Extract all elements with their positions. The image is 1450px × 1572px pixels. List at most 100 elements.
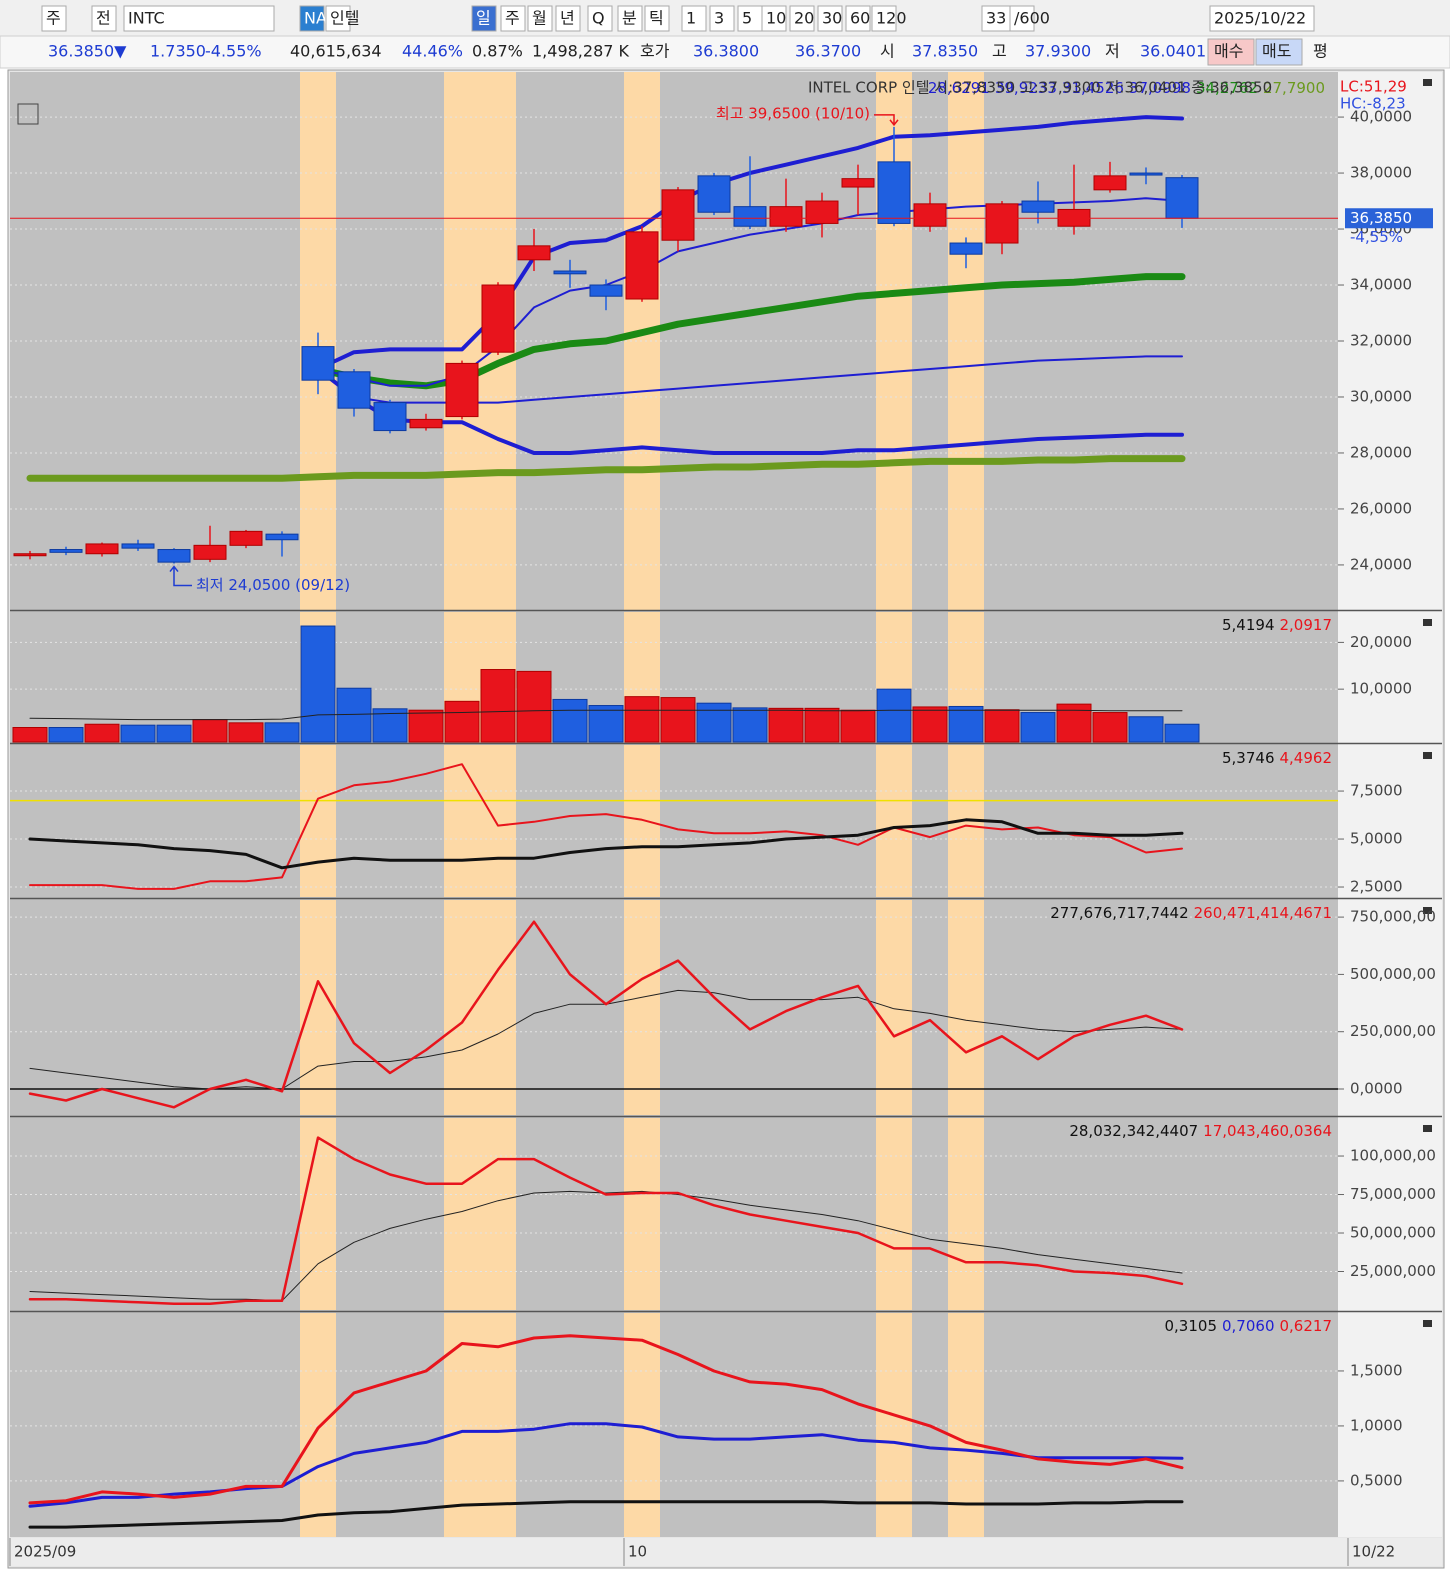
- x-tick-label: 10/22: [1352, 1543, 1395, 1561]
- toolbar-button[interactable]: [555, 5, 581, 32]
- header-value: 5,3746: [1222, 749, 1275, 767]
- toolbar-label[interactable]: 틱: [649, 9, 664, 28]
- highlight-column: [480, 900, 516, 1115]
- toolbar-button[interactable]: [587, 5, 613, 32]
- toolbar-label[interactable]: 2025/10/22: [1214, 9, 1306, 28]
- plot-bg: [10, 72, 1338, 1537]
- toolbar-button[interactable]: [709, 5, 735, 32]
- toolbar-button[interactable]: [617, 5, 643, 32]
- toolbar-label[interactable]: 20: [794, 9, 814, 28]
- header-value: 260,471,414,4671: [1194, 904, 1332, 922]
- volume-bar: [1128, 716, 1164, 743]
- highlight-column: [300, 1313, 336, 1537]
- menu-icon[interactable]: [17, 103, 39, 125]
- highlight-column: [480, 1118, 516, 1310]
- candle-body: [913, 203, 947, 227]
- toolbar-button[interactable]: [644, 5, 670, 32]
- toolbar-button[interactable]: [41, 5, 67, 32]
- highlight-column: [624, 1118, 660, 1310]
- toolbar-label[interactable]: 5: [742, 9, 752, 28]
- panel-close[interactable]: [1423, 79, 1432, 86]
- candle-body: [769, 206, 803, 227]
- info-value: 37.8350: [912, 42, 978, 61]
- toolbar-label[interactable]: 주: [505, 9, 520, 28]
- toolbar-label[interactable]: NA: [304, 9, 327, 28]
- toolbar-label[interactable]: INTC: [128, 9, 165, 28]
- toolbar-button[interactable]: [123, 5, 275, 32]
- toolbar-button[interactable]: [871, 5, 897, 32]
- low-arrow: [169, 565, 192, 587]
- toolbar-label[interactable]: 년: [560, 9, 575, 28]
- info-value[interactable]: 평: [1313, 42, 1328, 61]
- y-tick-label: 50,000,000: [1350, 1224, 1436, 1242]
- toolbar-label[interactable]: 60: [850, 9, 870, 28]
- toolbar-label[interactable]: 분: [622, 9, 637, 28]
- toolbar-label[interactable]: 3: [714, 9, 724, 28]
- toolbar-button[interactable]: [325, 5, 351, 32]
- candle-body: [1021, 200, 1055, 213]
- toolbar-label[interactable]: 일: [476, 9, 491, 28]
- toolbar-button[interactable]: [761, 5, 787, 32]
- toolbar-button[interactable]: [1209, 5, 1315, 32]
- x-tick-label: 10: [628, 1543, 647, 1561]
- y-tick-label: 7,5000: [1350, 782, 1403, 800]
- header-value: 28,032,342,4407: [1069, 1122, 1198, 1140]
- volume-bar: [408, 709, 444, 743]
- toolbar-button[interactable]: [527, 5, 553, 32]
- y-tick-label: 1,5000: [1350, 1361, 1403, 1379]
- panel-close[interactable]: [1423, 1320, 1432, 1327]
- info-value: 40,615,634: [290, 42, 382, 61]
- toolbar-label[interactable]: 주: [46, 9, 61, 28]
- y-tick-label: 10,0000: [1350, 680, 1412, 698]
- axis-bg: [1338, 72, 1442, 1537]
- candle-body: [697, 175, 731, 213]
- toolbar-label[interactable]: 전: [96, 9, 111, 28]
- candle-body: [625, 231, 659, 300]
- info-value[interactable]: 매도: [1262, 42, 1291, 61]
- toolbar-label[interactable]: 33: [986, 9, 1006, 28]
- sell-button-bg: [1255, 38, 1303, 66]
- panel-close[interactable]: [1423, 619, 1432, 626]
- toolbar-button[interactable]: [500, 5, 526, 32]
- toolbar-button[interactable]: [1009, 5, 1035, 32]
- toolbar-label[interactable]: 30: [822, 9, 842, 28]
- info-value: 37.9300: [1025, 42, 1091, 61]
- toolbar-label[interactable]: /600: [1014, 9, 1050, 28]
- candle-body: [229, 530, 263, 546]
- toolbar-button[interactable]: [681, 5, 707, 32]
- toolbar-button[interactable]: [737, 5, 763, 32]
- header-value: 5,4194: [1222, 616, 1275, 634]
- volume-bar: [156, 724, 192, 743]
- header-value: 27,7900: [1263, 79, 1325, 97]
- volume-bar: [660, 697, 696, 743]
- y-tick-label: 26,0000: [1350, 499, 1412, 517]
- panel-close[interactable]: [1423, 752, 1432, 759]
- volume-bar: [1092, 712, 1128, 743]
- candle-body: [121, 543, 155, 549]
- toolbar-label[interactable]: 10: [766, 9, 786, 28]
- highlight-column: [876, 900, 912, 1115]
- panel-close[interactable]: [1423, 907, 1432, 914]
- toolbar-label[interactable]: 120: [876, 9, 907, 28]
- toolbar-button[interactable]: [471, 5, 497, 32]
- volume-bar: [48, 727, 84, 743]
- volume-bar: [192, 719, 228, 743]
- volume-bar: [732, 707, 768, 743]
- toolbar-label[interactable]: 1: [686, 9, 696, 28]
- toolbar-button[interactable]: [845, 5, 871, 32]
- panel-close[interactable]: [1423, 1125, 1432, 1132]
- y-tick-label: 20,0000: [1350, 633, 1412, 651]
- volume-bar: [12, 727, 48, 743]
- toolbar-label[interactable]: Q: [592, 9, 605, 28]
- toolbar-button[interactable]: [817, 5, 843, 32]
- toolbar-button[interactable]: [789, 5, 815, 32]
- volume-bar: [444, 700, 480, 743]
- toolbar-label[interactable]: 인텔: [330, 9, 359, 28]
- candle-body: [1129, 172, 1163, 176]
- info-value[interactable]: 매수: [1214, 42, 1243, 61]
- toolbar-label[interactable]: 월: [532, 9, 547, 28]
- toolbar-button[interactable]: [299, 5, 325, 32]
- candle-body: [13, 553, 47, 557]
- info-value: 36.3700: [795, 42, 861, 61]
- toolbar-button[interactable]: [91, 5, 117, 32]
